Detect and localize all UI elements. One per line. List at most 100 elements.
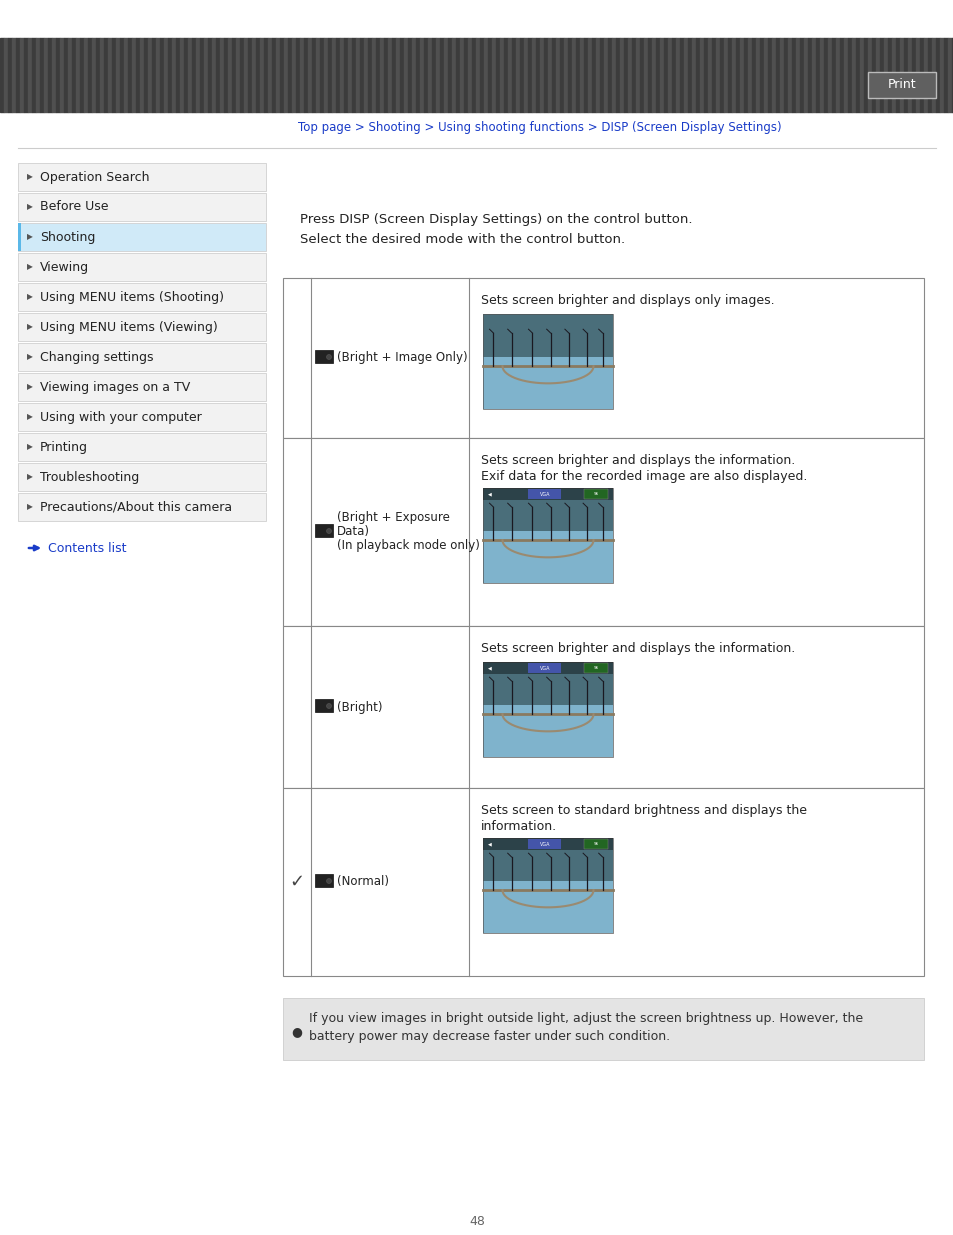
Bar	[40, 38, 44, 112]
Bar	[527, 38, 532, 112]
Bar	[855, 38, 859, 112]
Bar	[18, 253, 266, 282]
Text: VGA: VGA	[539, 492, 550, 496]
Bar	[314, 350, 333, 363]
Bar	[723, 38, 727, 112]
Bar	[482, 839, 613, 881]
Bar	[547, 38, 552, 112]
Text: Operation Search: Operation Search	[40, 170, 150, 184]
Bar	[18, 463, 266, 492]
Circle shape	[326, 704, 331, 709]
Bar	[911, 38, 915, 112]
Bar	[482, 357, 613, 409]
Bar	[482, 531, 613, 583]
Bar	[283, 438, 923, 626]
Bar	[612, 38, 616, 112]
Text: Using with your computer: Using with your computer	[40, 410, 201, 424]
Text: ▶: ▶	[27, 173, 33, 182]
Text: 96: 96	[593, 842, 598, 846]
Bar	[188, 38, 192, 112]
Bar	[368, 38, 372, 112]
Bar	[423, 38, 428, 112]
Bar	[707, 38, 711, 112]
Bar	[388, 38, 392, 112]
Circle shape	[326, 529, 331, 534]
Text: Sets screen brighter and displays only images.: Sets screen brighter and displays only i…	[480, 294, 774, 308]
Bar	[314, 699, 333, 713]
Bar	[200, 38, 204, 112]
Bar	[428, 38, 432, 112]
Bar	[304, 38, 308, 112]
Text: ▶: ▶	[27, 383, 33, 391]
Circle shape	[326, 354, 331, 359]
Bar	[795, 38, 800, 112]
Bar	[659, 38, 663, 112]
Bar	[18, 312, 266, 341]
Bar	[456, 38, 459, 112]
Text: VGA: VGA	[539, 842, 550, 847]
Bar	[607, 38, 612, 112]
Bar	[275, 38, 280, 112]
Bar	[528, 663, 560, 673]
Bar	[18, 403, 266, 431]
Text: (Bright + Exposure: (Bright + Exposure	[336, 511, 450, 525]
Bar	[452, 38, 456, 112]
Bar	[18, 224, 21, 251]
Bar	[448, 38, 452, 112]
Text: Sets screen brighter and displays the information.: Sets screen brighter and displays the in…	[480, 642, 795, 655]
Bar	[780, 38, 783, 112]
Bar	[339, 38, 344, 112]
Bar	[308, 38, 312, 112]
Bar	[815, 38, 820, 112]
Bar	[483, 38, 488, 112]
Bar	[20, 38, 24, 112]
Bar	[696, 38, 700, 112]
Bar	[720, 38, 723, 112]
Bar	[496, 38, 499, 112]
Bar	[364, 38, 368, 112]
Bar	[482, 488, 613, 500]
Bar	[512, 38, 516, 112]
Bar	[283, 626, 923, 788]
Bar	[831, 38, 835, 112]
Bar	[144, 38, 148, 112]
Bar	[827, 38, 831, 112]
Bar	[516, 38, 519, 112]
Bar	[636, 38, 639, 112]
Bar	[84, 38, 88, 112]
Bar	[324, 38, 328, 112]
Bar	[244, 38, 248, 112]
Bar	[18, 373, 266, 401]
Text: ▶: ▶	[27, 473, 33, 482]
Bar	[867, 72, 935, 98]
Bar	[220, 38, 224, 112]
Bar	[599, 38, 603, 112]
Bar	[160, 38, 164, 112]
Bar	[552, 38, 556, 112]
Bar	[140, 38, 144, 112]
Text: Precautions/About this camera: Precautions/About this camera	[40, 500, 232, 514]
Bar	[811, 38, 815, 112]
Bar	[432, 38, 436, 112]
Bar	[711, 38, 716, 112]
Bar	[482, 839, 613, 851]
Bar	[579, 38, 583, 112]
Bar	[152, 38, 156, 112]
Bar	[899, 38, 903, 112]
Text: Before Use: Before Use	[40, 200, 109, 214]
Bar	[755, 38, 760, 112]
Bar	[543, 38, 547, 112]
Bar	[156, 38, 160, 112]
Bar	[919, 38, 923, 112]
Text: Viewing: Viewing	[40, 261, 89, 273]
Bar	[895, 38, 899, 112]
Bar	[492, 38, 496, 112]
Bar	[355, 38, 359, 112]
Bar	[268, 38, 272, 112]
Bar	[408, 38, 412, 112]
Bar	[18, 493, 266, 521]
Bar	[572, 38, 576, 112]
Text: Press DISP (Screen Display Settings) on the control button.: Press DISP (Screen Display Settings) on …	[299, 212, 692, 226]
Bar	[439, 38, 443, 112]
Text: Changing settings: Changing settings	[40, 351, 153, 363]
